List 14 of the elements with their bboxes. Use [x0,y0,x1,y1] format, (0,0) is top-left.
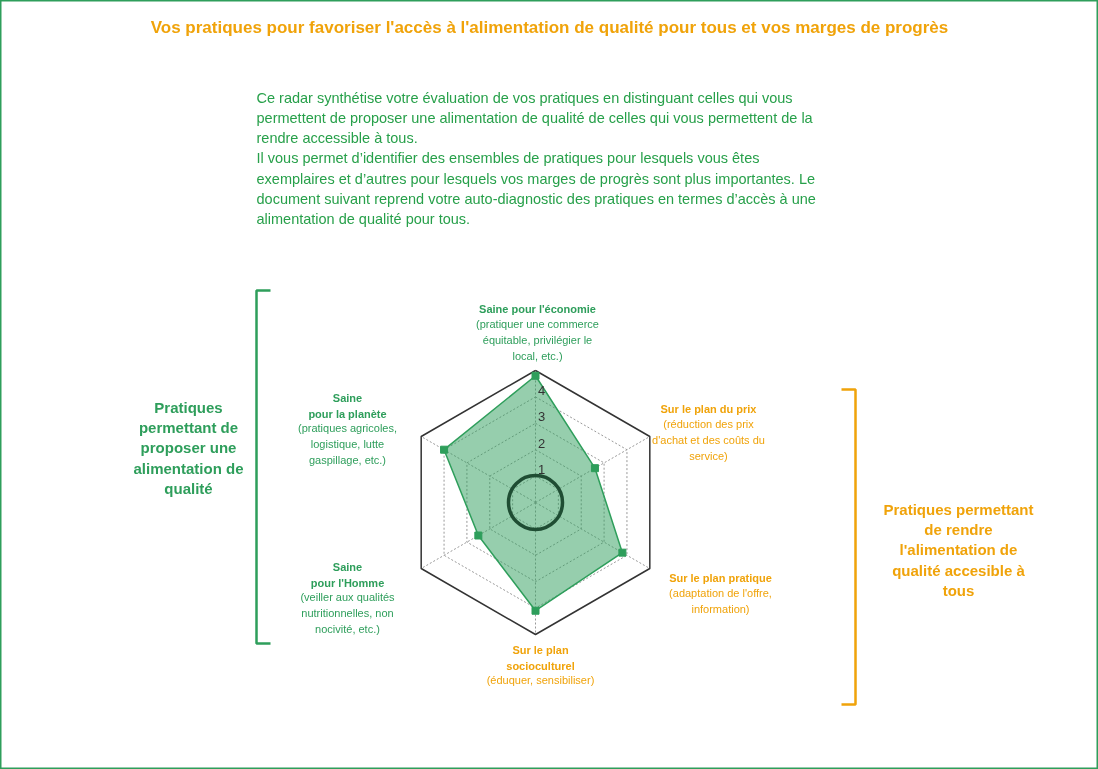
chart-subtitle: Ce radar synthétise votre évaluation de vos pratiques en distinguant celles qui vous permettent de proposer une alimentation de qualité de celles qui vous permettent de la rendre accessible à tous. Il vous permet d’identifier des ensembles de pratiques pour lesquels vous êtes exemplaires et d’autres pour lesquels vos marges de progrès sont plus importantes. Le document suivant reprend votre auto-diagnostic des pratiques en termes d’accès à une alimentation de qualité pour tous. [256,89,816,228]
spoke-label: Sur le plan pratique (adaptation de l'offre, information) [669,571,772,615]
y-tick-label: 4 [537,382,546,398]
text: Pratiques permettant de proposer une alimentation de qualité [133,398,244,498]
spoke-label: Sur le plan socioculturel (éduquer, sensibiliser) [486,643,595,686]
y-tick-label: 1 [537,462,546,478]
text: Pratiques permettant de rendre l'alimentation de qualité accesible à tous [883,500,1034,600]
chart-title: Vos pratiques pour favoriser l'accès à l'alimentation de qualité pour tous et vos marges de progrès [150,18,949,37]
spoke-label: Saine pour l'Homme (veiller aux qualités nutritionnelles, non nocivité, etc.) [300,560,396,636]
y-tick-label: 3 [537,409,546,425]
y-tick-label: 2 [537,435,546,451]
spoke-label: Sur le plan du prix (réduction des prix d'achat et des coûts du service) [652,402,765,463]
spoke-label: Saine pour l'économie (pratiquer une commerce équitable, privilégier le local, etc.) [476,302,599,363]
spoke-label: Saine pour la planète (pratiques agricoles, logistique, lutte gaspillage, etc.) [297,391,398,467]
